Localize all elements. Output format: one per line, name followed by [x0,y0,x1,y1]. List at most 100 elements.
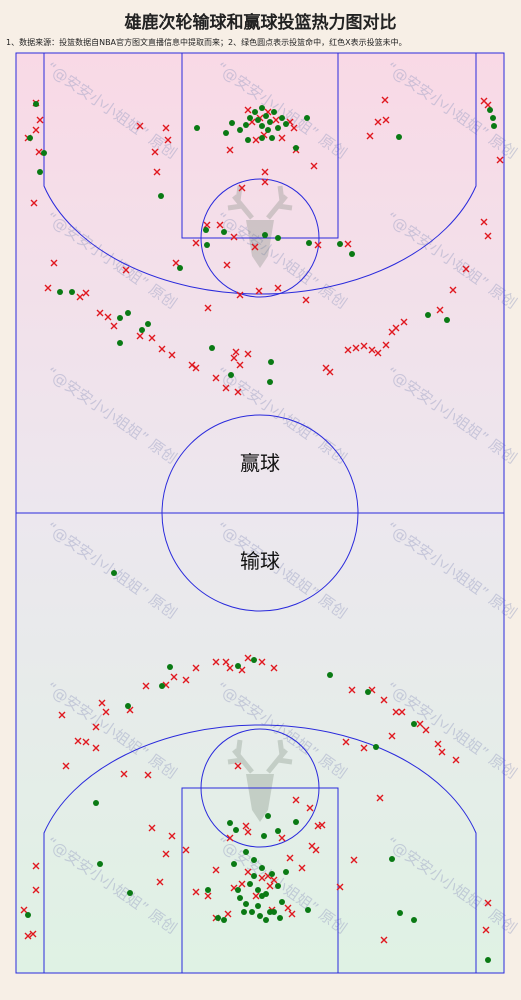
made-shot-loss [267,909,273,915]
missed-shot-win [223,261,231,269]
made-shot-loss [277,915,283,921]
missed-shot-win [274,284,282,292]
made-shot-loss [263,917,269,923]
missed-shot-win [236,361,244,369]
half-label-loss: 输球 [240,549,280,573]
missed-shot-win [35,148,43,156]
missed-shot-loss [258,658,266,666]
made-shot-loss [235,663,241,669]
missed-shot-loss [148,824,156,832]
made-shot-win [204,242,210,248]
made-shot-win [125,310,131,316]
made-shot-win [283,121,289,127]
missed-shot-win [104,313,112,321]
made-shot-loss [259,865,265,871]
missed-shot-loss [288,910,296,918]
missed-shot-loss [29,930,37,938]
made-shot-win [27,135,33,141]
made-shot-loss [235,887,241,893]
made-shot-win [267,119,273,125]
made-shot-loss [389,856,395,862]
missed-shot-loss [398,708,406,716]
made-shot-loss [251,873,257,879]
made-shot-win [228,372,234,378]
made-shot-win [487,107,493,113]
made-shot-loss [247,881,253,887]
made-shot-loss [127,890,133,896]
made-shot-win [158,193,164,199]
center-circle [161,414,359,612]
missed-shot-loss [392,708,400,716]
missed-shot-loss [312,846,320,854]
missed-shot-loss [82,738,90,746]
bucks-logo-icon [227,185,293,268]
missed-shot-loss [376,794,384,802]
made-shot-win [490,115,496,121]
made-shot-loss [205,887,211,893]
missed-shot-loss [224,910,232,918]
made-shot-loss [293,819,299,825]
made-shot-win [279,115,285,121]
missed-shot-loss [278,834,286,842]
missed-shot-loss [286,854,294,862]
missed-shot-loss [212,658,220,666]
missed-shot-win [236,291,244,299]
missed-shot-loss [306,804,314,812]
missed-shot-win [480,218,488,226]
made-shot-win [37,169,43,175]
missed-shot-loss [162,850,170,858]
made-shot-win [425,312,431,318]
made-shot-win [237,127,243,133]
made-shot-win [177,265,183,271]
missed-shot-win [164,136,172,144]
made-shot-win [444,317,450,323]
missed-shot-loss [168,832,176,840]
made-shot-loss [221,917,227,923]
missed-shot-win [168,351,176,359]
missed-shot-win [278,134,286,142]
missed-shot-loss [298,864,306,872]
made-shot-win [247,115,253,121]
made-shot-loss [97,861,103,867]
shot-markers [20,96,504,963]
made-shot-loss [241,909,247,915]
missed-shot-loss [258,874,266,882]
missed-shot-win [162,124,170,132]
missed-shot-win [110,322,118,330]
missed-shot-loss [252,892,260,900]
missed-shot-win [436,306,444,314]
missed-shot-win [449,286,457,294]
missed-shot-win [82,289,90,297]
missed-shot-win [172,259,180,267]
missed-shot-win [382,341,390,349]
made-shot-loss [255,903,261,909]
made-shot-win [194,125,200,131]
made-shot-win [69,289,75,295]
made-shot-win [139,327,145,333]
missed-shot-win [203,221,211,229]
missed-shot-win [290,124,298,132]
made-shot-win [221,229,227,235]
missed-shot-loss [92,723,100,731]
made-shot-loss [275,828,281,834]
made-shot-loss [279,899,285,905]
made-shot-loss [259,893,265,899]
missed-shot-loss [62,762,70,770]
missed-shot-win [360,342,368,350]
missed-shot-win [76,293,84,301]
missed-shot-loss [20,906,28,914]
missed-shot-loss [244,828,252,836]
made-shot-win [229,120,235,126]
missed-shot-win [226,146,234,154]
missed-shot-win [96,309,104,317]
made-shot-win [293,145,299,151]
missed-shot-win [151,148,159,156]
made-shot-win [268,359,274,365]
made-shot-loss [261,833,267,839]
made-shot-loss [233,827,239,833]
missed-shot-loss [92,744,100,752]
missed-shot-win [400,318,408,326]
missed-shot-win [374,349,382,357]
missed-shot-loss [98,699,106,707]
missed-shot-loss [438,748,446,756]
